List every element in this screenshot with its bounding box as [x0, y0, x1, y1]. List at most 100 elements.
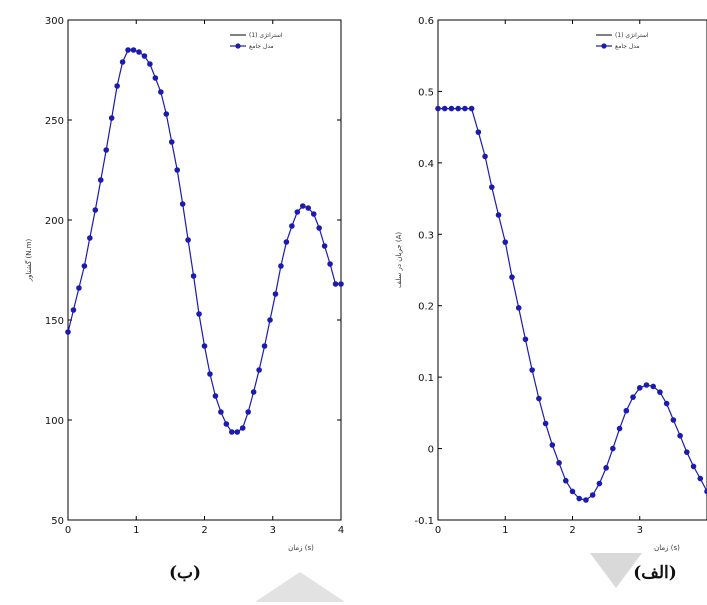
- data-point: [70, 307, 77, 313]
- watermark-shape-right: [590, 553, 642, 588]
- data-point: [684, 449, 690, 455]
- data-point: [455, 105, 461, 112]
- data-point: [289, 223, 295, 229]
- data-point: [174, 167, 180, 173]
- x-tick-label: 0: [435, 525, 441, 536]
- y-tick-label: 50: [51, 516, 64, 527]
- data-point: [103, 147, 110, 153]
- data-point: [305, 205, 312, 211]
- y-tick-label: 0.2: [418, 302, 434, 313]
- data-point: [670, 417, 677, 423]
- y-tick-label: 200: [45, 216, 64, 227]
- data-point: [515, 305, 522, 311]
- data-point: [294, 209, 301, 215]
- y-tick-label: 300: [45, 16, 64, 27]
- data-point: [272, 291, 279, 297]
- data-point: [245, 409, 251, 415]
- data-point: [267, 317, 273, 323]
- y-tick-label: 150: [45, 316, 64, 327]
- data-point: [207, 371, 213, 377]
- data-point: [441, 105, 448, 112]
- data-point: [475, 129, 482, 135]
- x-tick-label: 2: [201, 525, 207, 536]
- data-point: [332, 281, 339, 287]
- legend-box: [226, 26, 286, 54]
- data-point: [338, 281, 344, 287]
- data-point: [623, 407, 630, 414]
- data-point: [125, 47, 131, 53]
- data-point: [495, 212, 502, 218]
- data-point: [136, 49, 142, 55]
- x-tick-label: 1: [133, 525, 139, 536]
- y-tick-label: 100: [45, 416, 64, 427]
- data-point: [278, 263, 284, 269]
- data-point: [81, 263, 88, 269]
- data-point: [108, 115, 115, 121]
- data-point: [310, 211, 317, 217]
- data-point: [196, 311, 202, 317]
- data-point: [569, 488, 576, 495]
- data-point: [65, 329, 71, 335]
- legend-marker-model: [235, 43, 241, 49]
- data-point: [549, 442, 556, 448]
- data-point: [239, 425, 246, 431]
- data-point: [704, 488, 707, 495]
- series-line: [438, 107, 707, 501]
- data-point: [650, 383, 656, 390]
- data-point: [190, 273, 197, 279]
- data-point: [616, 425, 623, 432]
- x-tick-label: 4: [338, 525, 344, 536]
- data-point: [663, 400, 670, 407]
- x-tick-label: 0: [65, 525, 71, 536]
- y-tick-label: 0.5: [418, 87, 434, 98]
- y-axis-label: جریان در سلف (A): [395, 232, 403, 289]
- data-point: [536, 395, 542, 402]
- x-tick-label: 2: [569, 525, 575, 536]
- data-point: [168, 139, 175, 145]
- data-point: [141, 53, 148, 59]
- y-tick-label: 0.6: [418, 16, 434, 27]
- data-point: [542, 420, 549, 427]
- legend-box: [592, 26, 652, 54]
- data-point: [250, 389, 257, 395]
- data-point: [589, 492, 596, 498]
- data-point: [316, 225, 322, 231]
- data-point: [462, 105, 468, 112]
- data-point: [185, 237, 191, 243]
- legend-label-model: مدل جامع: [615, 43, 640, 50]
- data-point: [130, 47, 137, 53]
- data-point: [522, 336, 529, 343]
- data-point: [468, 105, 475, 112]
- data-point: [321, 243, 328, 249]
- x-tick-label: 3: [637, 525, 643, 536]
- data-point: [603, 465, 609, 471]
- series-line: [67, 49, 341, 433]
- data-point: [119, 59, 126, 65]
- data-point: [97, 177, 104, 183]
- data-point: [201, 343, 208, 349]
- data-point: [596, 480, 603, 487]
- data-point: [677, 432, 683, 439]
- data-point: [509, 274, 515, 280]
- data-point: [630, 394, 636, 400]
- data-point: [657, 389, 663, 395]
- data-point: [643, 382, 650, 388]
- data-point: [158, 89, 164, 95]
- data-point: [636, 385, 643, 391]
- data-point: [482, 153, 488, 160]
- y-tick-label: 0.4: [418, 159, 434, 170]
- data-point: [76, 285, 82, 291]
- data-point: [697, 475, 704, 482]
- data-point: [114, 83, 120, 89]
- data-point: [610, 445, 616, 452]
- axes-frame: [67, 19, 342, 521]
- y-tick-label: 250: [45, 116, 64, 127]
- data-point: [229, 429, 235, 435]
- data-point: [283, 239, 290, 245]
- data-point: [576, 495, 583, 502]
- data-point: [448, 105, 455, 112]
- data-point: [234, 429, 241, 435]
- x-axis-label: زمان (s): [654, 544, 680, 552]
- legend-label-strategy: استراتژی (1): [615, 32, 649, 39]
